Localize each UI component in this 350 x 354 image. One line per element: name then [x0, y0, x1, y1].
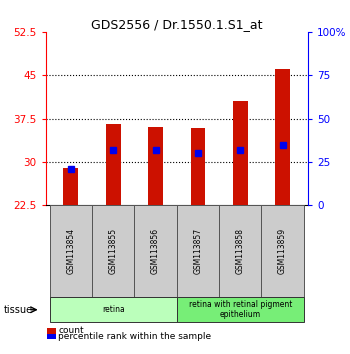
Text: percentile rank within the sample: percentile rank within the sample — [58, 332, 211, 341]
Text: GSM113858: GSM113858 — [236, 228, 245, 274]
Bar — [190, 129, 205, 205]
Text: GSM113854: GSM113854 — [66, 228, 75, 274]
Bar — [275, 69, 290, 205]
Text: GSM113855: GSM113855 — [109, 228, 118, 274]
Text: retina: retina — [102, 305, 125, 314]
Title: GDS2556 / Dr.1550.1.S1_at: GDS2556 / Dr.1550.1.S1_at — [91, 18, 262, 31]
Text: GSM113859: GSM113859 — [278, 228, 287, 274]
Bar — [148, 127, 163, 205]
Bar — [106, 124, 121, 205]
Text: GSM113856: GSM113856 — [151, 228, 160, 274]
Bar — [233, 101, 248, 205]
Text: retina with retinal pigment
epithelium: retina with retinal pigment epithelium — [189, 300, 292, 319]
Bar — [63, 168, 78, 205]
Text: GSM113857: GSM113857 — [194, 228, 202, 274]
Text: count: count — [58, 326, 84, 336]
Text: tissue: tissue — [4, 305, 33, 315]
